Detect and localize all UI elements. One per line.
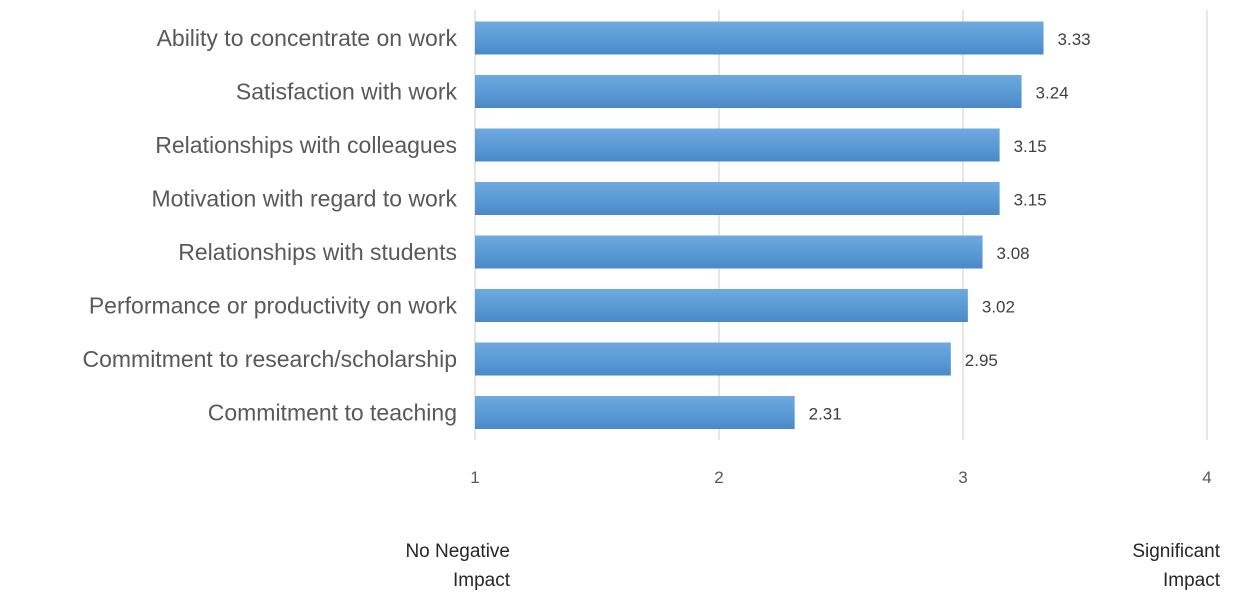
value-label: 3.15 <box>1014 137 1047 156</box>
x-tick-labels: 1 2 3 4 <box>470 468 1211 487</box>
bar-4 <box>475 182 1000 215</box>
category-label: Relationships with colleagues <box>155 132 457 158</box>
value-label: 3.33 <box>1058 30 1091 49</box>
x-tick-label: 2 <box>714 468 723 487</box>
scale-anchor-low-line2: Impact <box>452 570 510 591</box>
category-label: Relationships with students <box>178 239 457 265</box>
bar-1 <box>475 21 1044 55</box>
scale-anchor-low: No Negative Impact <box>330 537 510 595</box>
x-tick-label: 1 <box>470 468 479 487</box>
bar-6 <box>475 289 968 322</box>
x-tick-label: 3 <box>958 468 967 487</box>
value-labels: 3.33 3.24 3.15 3.15 3.08 3.02 2.95 2.31 <box>809 30 1091 424</box>
bars <box>475 21 1044 429</box>
value-label: 3.02 <box>982 298 1015 317</box>
x-tick-label: 4 <box>1202 468 1211 487</box>
bar-5 <box>475 235 983 269</box>
scale-anchor-high-line2: Impact <box>1162 570 1220 591</box>
scale-anchor-high-line1: Significant <box>1132 541 1220 562</box>
category-label: Satisfaction with work <box>236 79 458 105</box>
value-label: 3.15 <box>1014 191 1047 210</box>
bar-3 <box>475 128 1000 162</box>
bar-7 <box>475 342 951 376</box>
value-label: 3.24 <box>1036 84 1069 103</box>
category-labels: Ability to concentrate on work Satisfacti… <box>82 25 457 426</box>
scale-anchor-high: Significant Impact <box>1060 537 1220 595</box>
bar-2 <box>475 75 1022 108</box>
category-label: Motivation with regard to work <box>151 186 457 212</box>
value-label: 3.08 <box>997 244 1030 263</box>
scale-anchor-low-line1: No Negative <box>405 541 510 562</box>
category-label: Commitment to teaching <box>208 400 457 426</box>
category-label: Commitment to research/scholarship <box>82 346 457 372</box>
category-label: Ability to concentrate on work <box>157 25 458 51</box>
bar-8 <box>475 396 795 429</box>
value-label: 2.95 <box>965 351 998 370</box>
value-label: 2.31 <box>809 405 842 424</box>
category-label: Performance or productivity on work <box>89 293 458 319</box>
